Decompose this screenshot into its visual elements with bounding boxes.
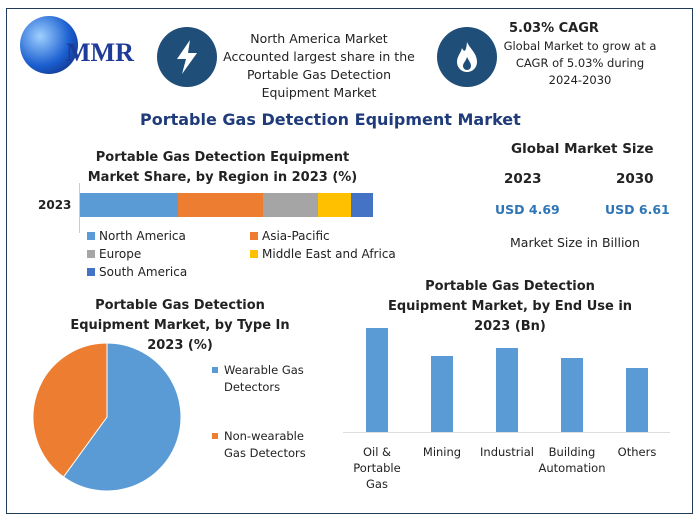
region-segment [317,193,351,217]
enduse-bar [626,367,648,432]
enduse-category-label: Oil & Portable Gas [353,445,401,491]
legend-swatch [212,433,218,439]
globe-icon [20,16,78,74]
region-axis [79,183,80,233]
legend-item: Middle East and Africa [250,247,396,261]
enduse-category-label: Industrial [480,445,534,459]
enduse-bar [366,328,388,432]
pie-slice [32,342,108,478]
legend-label: South America [99,265,188,279]
pie-slice [62,342,182,492]
flame-icon [437,27,497,87]
enduse-category-label: Building Automation [538,445,606,475]
legend-swatch [87,250,95,258]
mmr-logo: MMR [14,14,144,84]
legend-swatch [87,232,95,240]
region-segment [351,193,373,217]
legend-label: Non-wearable Gas Detectors [224,429,306,460]
legend-item: Asia-Pacific [250,229,330,243]
enduse-bar [431,355,453,432]
enduse-category-label: Mining [422,445,462,459]
region-category-label: 2023 [38,198,72,212]
legend-item: Wearable Gas Detectors [212,362,327,396]
cagr-text: Global Market to grow at a CAGR of 5.03%… [503,39,657,87]
legend-label: Wearable Gas Detectors [224,363,304,394]
type-pie-chart [32,342,182,492]
infographic-frame [6,8,693,514]
region-stacked-bar [80,193,373,217]
lightning-icon [157,27,217,87]
year-2023: 2023 [504,171,542,187]
legend-swatch [250,250,258,258]
main-title: Portable Gas Detection Equipment Market [140,110,521,129]
enduse-bar [561,358,583,432]
enduse-chart-title: Portable Gas Detection Equipment Market,… [387,279,633,334]
legend-swatch [87,268,95,276]
market-size-title: Global Market Size [511,141,654,157]
legend-label: Middle East and Africa [262,247,396,261]
legend-label: Asia-Pacific [262,229,330,243]
value-2030: USD 6.61 [605,202,670,217]
legend-swatch [250,232,258,240]
enduse-axis [343,432,670,433]
legend-swatch [212,367,218,373]
region-segment [177,193,263,217]
region-chart-title: Portable Gas Detection Equipment Market … [87,150,358,185]
region-segment [80,193,178,217]
legend-item: South America [87,265,187,279]
legend-label: Europe [99,247,142,261]
enduse-category-label: Others [617,445,657,459]
highlight-text: North America Market Accounted largest s… [223,31,415,100]
legend-item: Non-wearable Gas Detectors [212,428,327,462]
legend-label: North America [99,229,186,243]
type-chart-title: Portable Gas Detection Equipment Market,… [70,298,290,353]
region-segment [262,193,318,217]
year-2030: 2030 [616,171,654,187]
legend-item: North America [87,229,186,243]
market-size-note: Market Size in Billion [510,235,640,250]
legend-item: Europe [87,247,141,261]
value-2023: USD 4.69 [495,202,560,217]
enduse-bar [496,347,518,432]
cagr-title: 5.03% CAGR [509,21,599,36]
